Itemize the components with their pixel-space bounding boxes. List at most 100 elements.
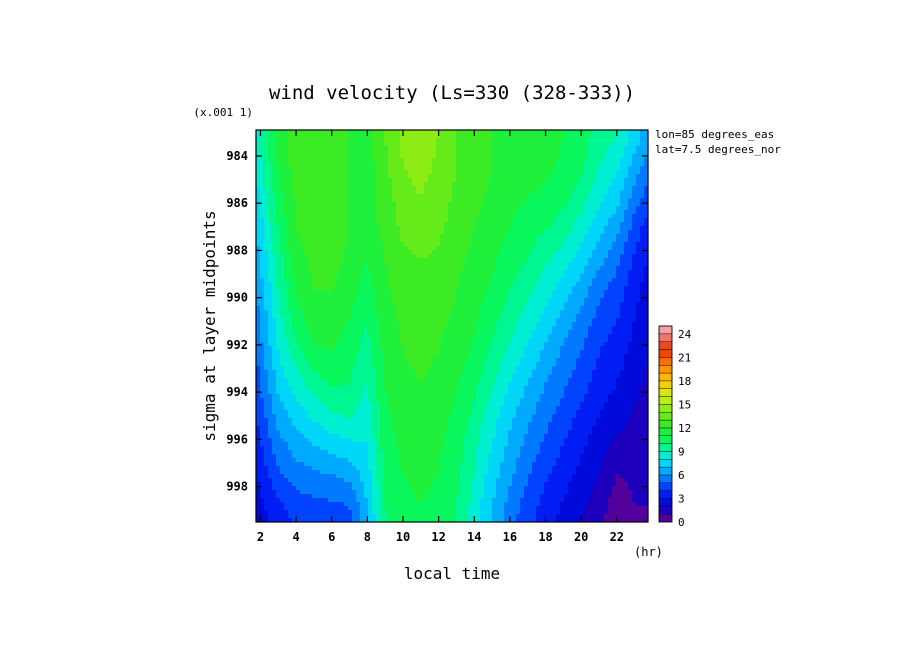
- heatmap-cell: [636, 290, 641, 295]
- heatmap-cell: [512, 194, 517, 199]
- heatmap-cell: [288, 210, 293, 215]
- heatmap-cell: [496, 286, 501, 291]
- heatmap-cell: [404, 278, 409, 283]
- heatmap-cell: [616, 250, 621, 255]
- heatmap-cell: [268, 234, 273, 239]
- heatmap-cell: [620, 318, 625, 323]
- heatmap-cell: [508, 174, 513, 179]
- heatmap-cell: [384, 262, 389, 267]
- heatmap-cell: [440, 306, 445, 311]
- heatmap-cell: [388, 226, 393, 231]
- heatmap-cell: [508, 138, 513, 143]
- heatmap-cell: [540, 142, 545, 147]
- heatmap-cell: [556, 198, 561, 203]
- heatmap-cell: [560, 298, 565, 303]
- heatmap-cell: [412, 230, 417, 235]
- heatmap-cell: [440, 146, 445, 151]
- heatmap-cell: [336, 218, 341, 223]
- heatmap-cell: [360, 242, 365, 247]
- heatmap-cell: [356, 226, 361, 231]
- heatmap-cell: [316, 202, 321, 207]
- heatmap-cell: [404, 314, 409, 319]
- heatmap-cell: [420, 178, 425, 183]
- heatmap-cell: [284, 166, 289, 171]
- heatmap-cell: [336, 174, 341, 179]
- heatmap-cell: [412, 274, 417, 279]
- heatmap-cell: [460, 298, 465, 303]
- heatmap-cell: [264, 266, 269, 271]
- heatmap-cell: [340, 258, 345, 263]
- heatmap-cell: [400, 142, 405, 147]
- heatmap-cell: [276, 234, 281, 239]
- heatmap-cell: [344, 230, 349, 235]
- heatmap-cell: [472, 322, 477, 327]
- heatmap-cell: [556, 202, 561, 207]
- heatmap-cell: [260, 170, 265, 175]
- heatmap-cell: [344, 222, 349, 227]
- heatmap-cell: [612, 242, 617, 247]
- heatmap-cell: [508, 306, 513, 311]
- heatmap-cell: [540, 242, 545, 247]
- heatmap-cell: [412, 146, 417, 151]
- heatmap-cell: [608, 246, 613, 251]
- heatmap-cell: [620, 222, 625, 227]
- heatmap-cell: [364, 318, 369, 323]
- heatmap-cell: [476, 178, 481, 183]
- heatmap-cell: [616, 286, 621, 291]
- heatmap-cell: [444, 150, 449, 155]
- heatmap-cell: [360, 182, 365, 187]
- heatmap-cell: [336, 134, 341, 139]
- heatmap-cell: [332, 158, 337, 163]
- heatmap-cell: [452, 254, 457, 259]
- heatmap-cell: [308, 150, 313, 155]
- heatmap-cell: [296, 246, 301, 251]
- heatmap-cell: [640, 274, 645, 279]
- heatmap-cell: [456, 174, 461, 179]
- heatmap-cell: [608, 162, 613, 167]
- heatmap-cell: [332, 294, 337, 299]
- heatmap-cell: [448, 182, 453, 187]
- heatmap-cell: [492, 130, 497, 135]
- heatmap-cell: [256, 226, 261, 231]
- heatmap-cell: [424, 246, 429, 251]
- heatmap-cell: [640, 278, 645, 283]
- heatmap-cell: [368, 222, 373, 227]
- heatmap-cell: [264, 198, 269, 203]
- heatmap-cell: [324, 166, 329, 171]
- heatmap-cell: [536, 166, 541, 171]
- heatmap-cell: [472, 194, 477, 199]
- heatmap-cell: [452, 318, 457, 323]
- heatmap-cell: [376, 178, 381, 183]
- heatmap-cell: [296, 242, 301, 247]
- heatmap-cell: [356, 218, 361, 223]
- heatmap-cell: [260, 230, 265, 235]
- heatmap-cell: [476, 298, 481, 303]
- heatmap-cell: [288, 222, 293, 227]
- heatmap-cell: [464, 270, 469, 275]
- heatmap-cell: [312, 270, 317, 275]
- heatmap-cell: [288, 154, 293, 159]
- heatmap-cell: [632, 250, 637, 255]
- heatmap-cell: [540, 306, 545, 311]
- heatmap-cell: [536, 326, 541, 331]
- heatmap-cell: [272, 194, 277, 199]
- heatmap-cell: [476, 186, 481, 191]
- heatmap-cell: [644, 322, 648, 327]
- heatmap-cell: [284, 162, 289, 167]
- heatmap-cell: [276, 302, 281, 307]
- heatmap-cell: [396, 278, 401, 283]
- heatmap-cell: [300, 310, 305, 315]
- heatmap-cell: [280, 270, 285, 275]
- heatmap-cell: [376, 314, 381, 319]
- heatmap-cell: [464, 290, 469, 295]
- heatmap-cell: [480, 330, 485, 335]
- heatmap-cell: [496, 214, 501, 219]
- heatmap-cell: [508, 246, 513, 251]
- heatmap-cell: [300, 162, 305, 167]
- heatmap-cell: [552, 134, 557, 139]
- heatmap-cell: [600, 282, 605, 287]
- heatmap-cell: [404, 274, 409, 279]
- heatmap-cell: [392, 182, 397, 187]
- heatmap-cell: [480, 130, 485, 135]
- heatmap-cell: [604, 274, 609, 279]
